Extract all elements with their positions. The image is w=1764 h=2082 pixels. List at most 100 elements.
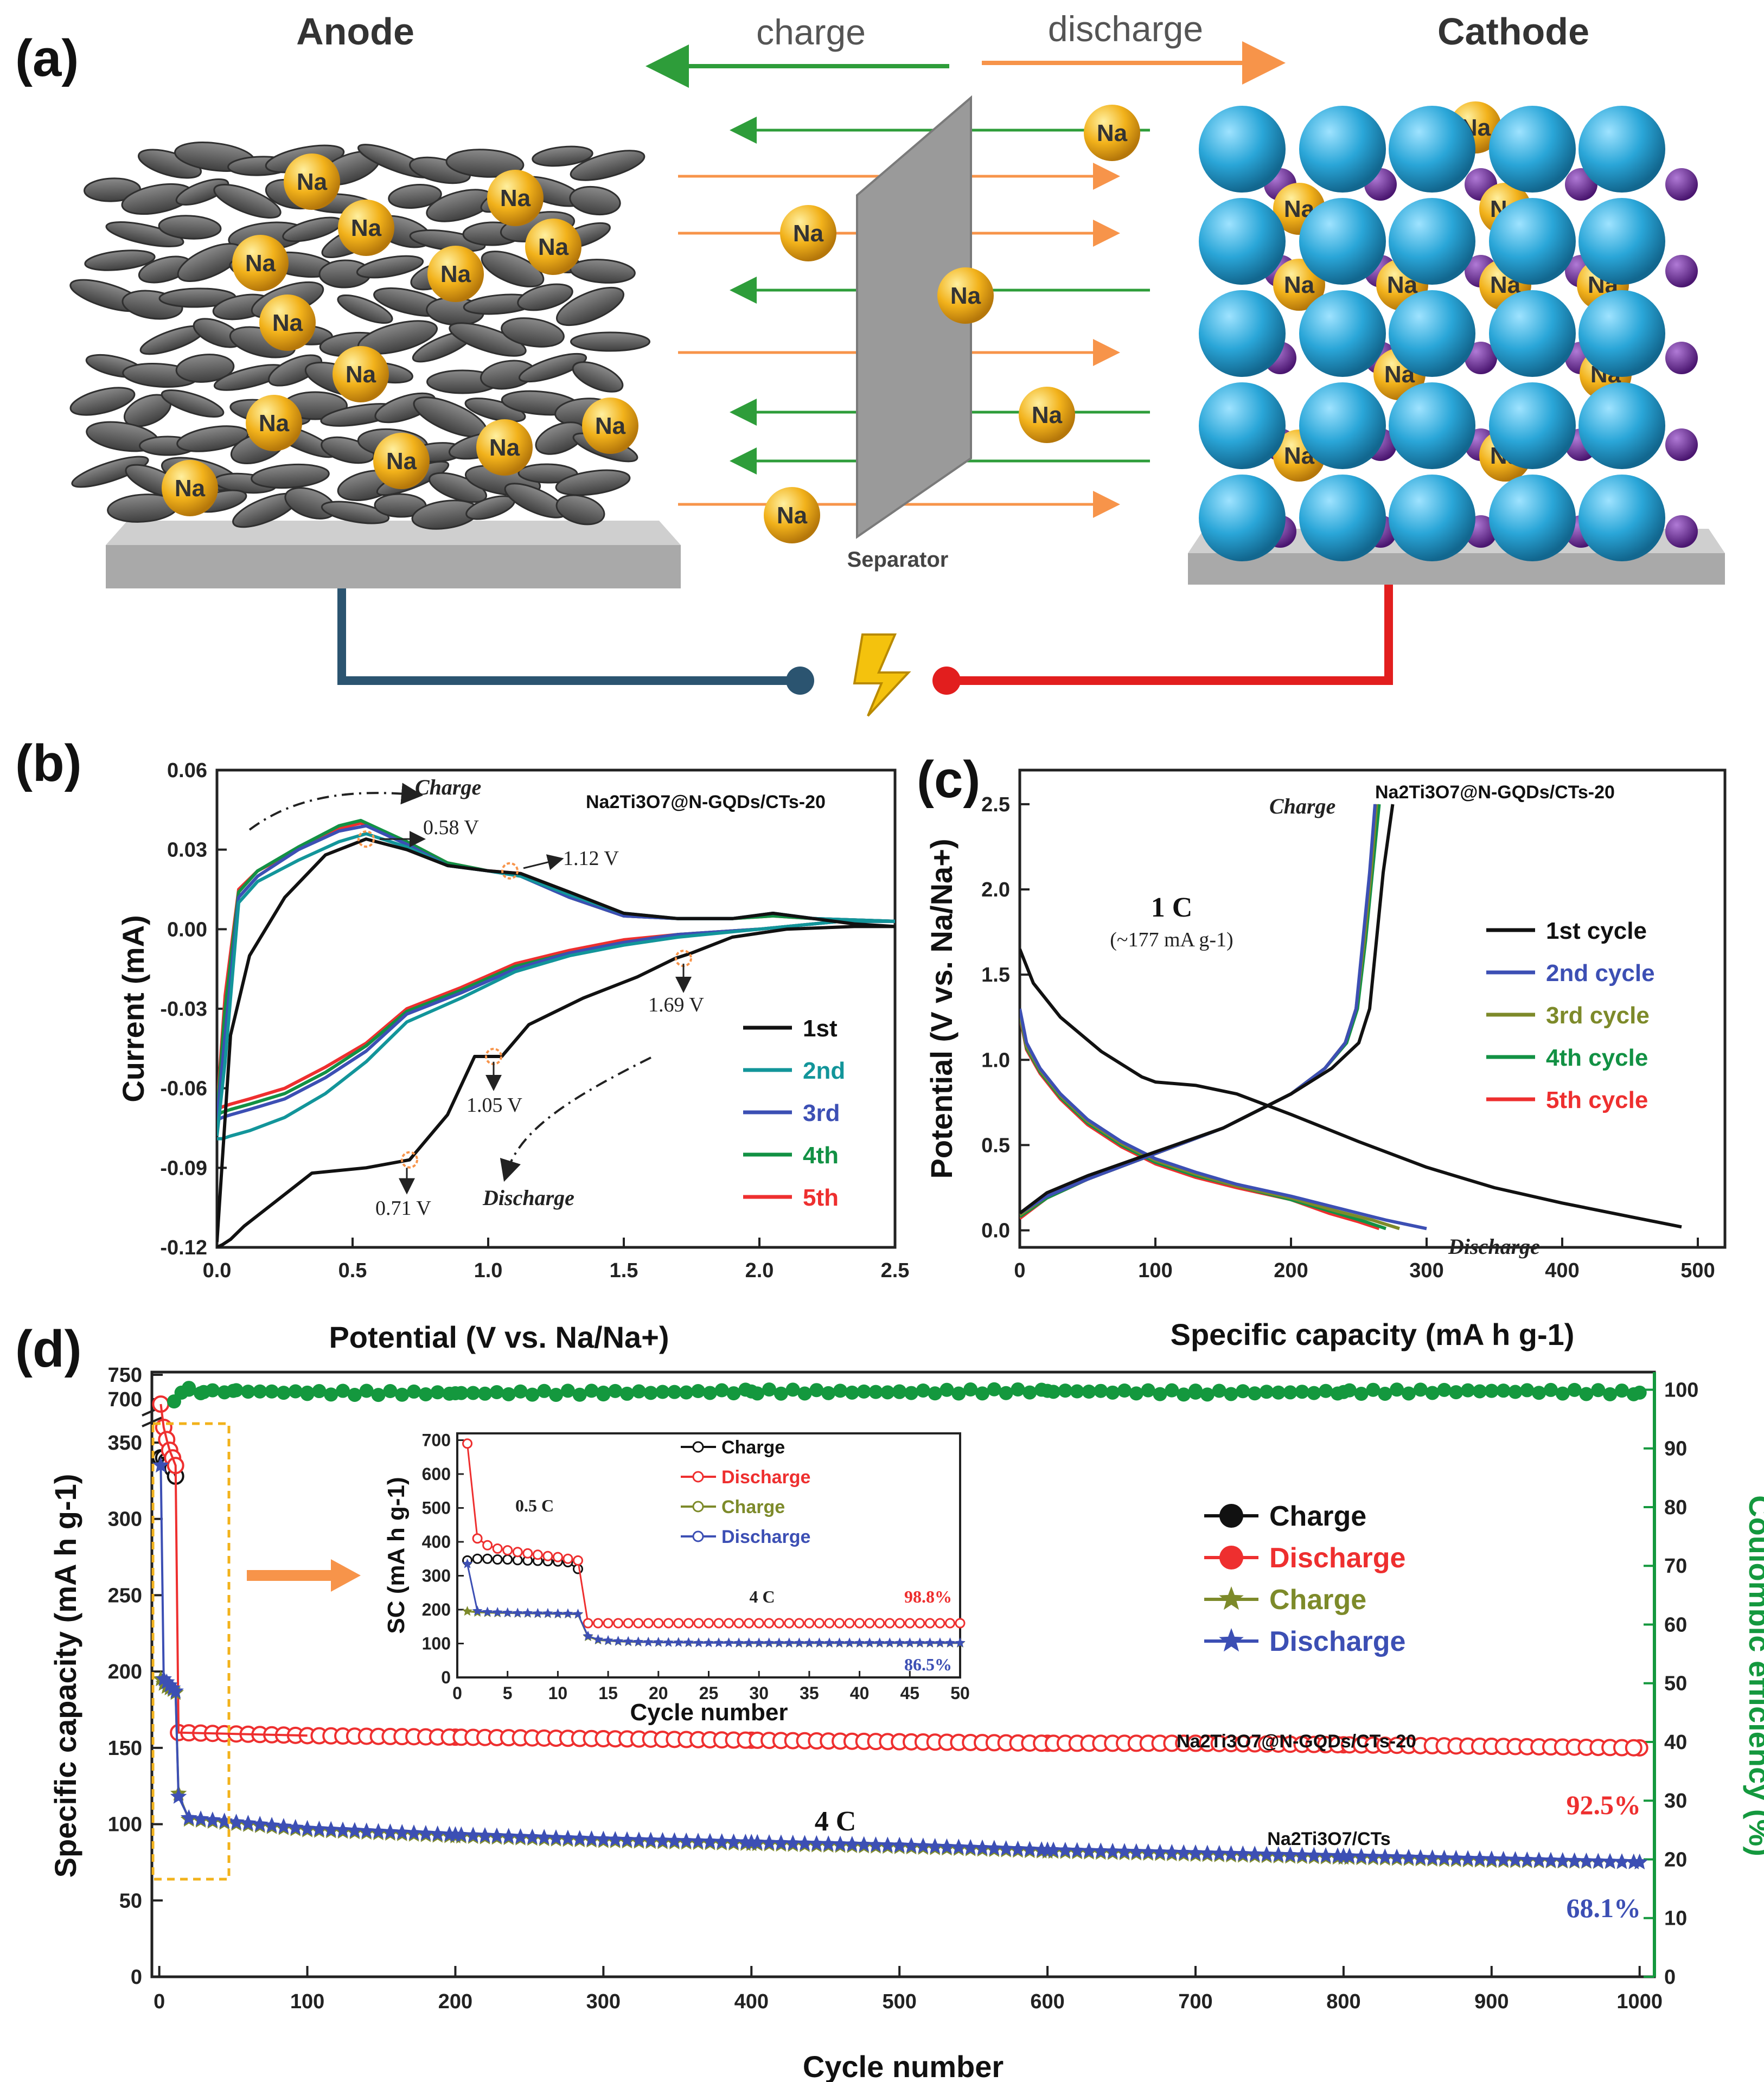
inset-data-point: [563, 1608, 573, 1618]
inset-data-point: [502, 1554, 513, 1565]
panel-d-cycling-chart: (d) 0 100 200 300 400 500 600 700 800 900 10000501…: [15, 1320, 1764, 2082]
data-point: [1390, 1382, 1404, 1397]
inset-data-point: [462, 1438, 473, 1449]
data-point: [774, 1386, 788, 1401]
data-point: [1235, 1845, 1251, 1861]
legend-marker: [1219, 1546, 1243, 1569]
data-point: [608, 1383, 623, 1398]
peak-marker: [401, 1151, 418, 1169]
data-point: [655, 1385, 670, 1399]
anode-terminal: [786, 667, 814, 695]
cathode-blue-atom: [1489, 198, 1576, 285]
cathode-blue-atom: [1389, 290, 1475, 377]
data-point: [1058, 1383, 1072, 1398]
data-point: [915, 1837, 932, 1854]
data-point: [1282, 1846, 1299, 1862]
y-tick-label: 350: [108, 1432, 142, 1455]
legend-label: 4th: [803, 1142, 839, 1169]
data-point: [1165, 1383, 1179, 1398]
data-point: [478, 1386, 493, 1401]
anode-sodium-ions: Na Na Na Na Na Na Na Na Na Na Na Na Na: [162, 153, 638, 516]
discharge-curve-2nd cycle: [1020, 1008, 1427, 1231]
sodium-ion: [232, 235, 289, 291]
peak-label: 1.12 V: [563, 847, 619, 870]
data-point: [1543, 1382, 1558, 1397]
data-point: [1626, 1387, 1641, 1401]
data-point: [760, 1834, 778, 1850]
inset-data-point: [864, 1618, 875, 1629]
data-point: [1187, 1844, 1204, 1860]
data-point: [1520, 1383, 1535, 1398]
inset-data-point: [572, 1564, 583, 1574]
sodium-ion: [582, 398, 638, 454]
data-point: [1566, 1852, 1583, 1868]
data-point: [879, 1836, 896, 1853]
legend-label: 4th cycle: [1546, 1045, 1648, 1071]
sodium-ion-label: Na: [272, 310, 303, 336]
x-tick-label: 200: [438, 1990, 472, 2013]
data-point: [454, 1386, 469, 1400]
data-point: [1317, 1847, 1334, 1863]
y-tick-label: 0.06: [167, 759, 207, 782]
y-tick-label: 150: [108, 1737, 142, 1760]
cv-curve-5th: [217, 821, 895, 1111]
data-point: [797, 1386, 812, 1401]
x-tick-label: 600: [1030, 1990, 1064, 2013]
y-tick-label: 700: [108, 1388, 142, 1411]
inset-data-point: [744, 1637, 755, 1648]
inset-data-point: [552, 1552, 563, 1562]
sodium-ion-label: Na: [489, 434, 520, 461]
sodium-ion-label: Na: [1097, 120, 1128, 146]
inset-data-point: [794, 1637, 804, 1648]
data-point: [975, 1386, 990, 1401]
data-point: [1082, 1384, 1096, 1399]
charge-curve-5th cycle: [1020, 804, 1378, 1220]
inset-data-point: [462, 1558, 473, 1568]
data-point: [630, 1831, 648, 1847]
inset-y-tick-label: 100: [422, 1634, 451, 1654]
data-point: [1436, 1849, 1453, 1866]
data-point: [407, 1384, 421, 1399]
inset-rate-b: 4 C: [749, 1587, 775, 1606]
data-point: [1437, 1382, 1452, 1397]
inset-data-point: [472, 1553, 483, 1564]
x-tick-label: 400: [1545, 1259, 1579, 1282]
inset-legend-marker: [692, 1471, 704, 1483]
inset-y-tick-label: 600: [422, 1464, 451, 1484]
data-point: [276, 1386, 291, 1400]
carbon-flake: [570, 150, 645, 181]
inset-data-point: [804, 1618, 815, 1629]
data-point: [702, 1386, 717, 1400]
carbon-flake: [518, 353, 587, 383]
peak-marker: [357, 830, 375, 848]
lightning-bolt-icon: [853, 633, 911, 717]
cathode-blue-atom: [1578, 382, 1665, 469]
discharge-curve-1st cycle: [1020, 948, 1682, 1229]
inset-data-point: [663, 1618, 674, 1629]
panel-d-retention-bottom: 68.1%: [1567, 1893, 1641, 1923]
data-point: [194, 1386, 208, 1400]
inset-data-point: [724, 1637, 734, 1648]
cathode-blue-atom: [1299, 475, 1386, 561]
cathode-terminal: [932, 667, 961, 695]
inset-data-point: [753, 1637, 764, 1648]
inset-retention-top: 98.8%: [904, 1587, 952, 1606]
legend-label: Discharge: [1269, 1626, 1405, 1657]
inset-data-point: [764, 1637, 775, 1648]
data-point: [1223, 1845, 1239, 1861]
data-point: [1365, 1848, 1382, 1864]
inset-data-point: [884, 1637, 895, 1648]
data-point: [476, 1827, 494, 1843]
data-point: [926, 1838, 943, 1854]
inset-data-point: [552, 1608, 563, 1618]
data-point: [738, 1382, 753, 1397]
carbon-flake: [84, 249, 156, 271]
panel-b-curves: [217, 818, 895, 1247]
panel-c-gcd-chart: (c) 0 100 200 300 400 500 0.0 0.5 1.0 1.5 2.0 2.5 S…: [917, 751, 1727, 1351]
inset-zoom-box: [151, 1422, 231, 1881]
panel-b-charge-note: Charge: [415, 775, 481, 799]
charge-curve-4th cycle: [1020, 804, 1381, 1218]
cathode-blue-atom: [1199, 198, 1286, 285]
panel-d-sample-top: Na2Ti3O7@N-GQDs/CTs-20: [1177, 1731, 1416, 1752]
sodium-ion: [162, 460, 218, 516]
